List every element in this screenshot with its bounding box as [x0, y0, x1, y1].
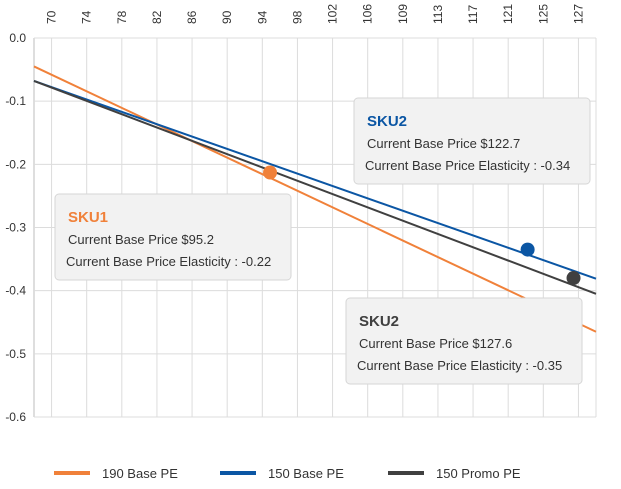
series-line-0 [33, 65, 597, 333]
x-tick-label: 121 [501, 4, 515, 24]
legend-item-2[interactable]: 150 Promo PE [388, 466, 521, 481]
callout-line-elasticity: Current Base Price Elasticity : -0.35 [357, 358, 562, 373]
x-tick-label: 90 [220, 10, 234, 24]
current-price-marker-0[interactable] [263, 165, 278, 180]
callout-title: SKU1 [68, 209, 108, 226]
y-tick-label: 0.0 [9, 31, 26, 45]
y-tick-label: -0.5 [5, 347, 26, 361]
x-tick-label: 125 [536, 4, 550, 24]
callout-line-elasticity: Current Base Price Elasticity : -0.22 [66, 254, 271, 269]
legend-label: 150 Promo PE [436, 466, 521, 481]
callout-title: SKU2 [359, 313, 399, 330]
x-tick-label: 109 [396, 4, 410, 24]
x-tick-label: 113 [431, 5, 445, 24]
x-tick-label: 106 [361, 4, 375, 24]
x-tick-label: 102 [326, 4, 340, 24]
y-tick-label: -0.6 [5, 410, 26, 424]
x-tick-label: 82 [150, 10, 164, 24]
callout-1: SKU2 Current Base Price $122.7 Current Bas… [353, 97, 591, 185]
callout-0: SKU1 Current Base Price $95.2 Current Base… [54, 193, 292, 281]
callouts: SKU1 Current Base Price $95.2 Current Base… [54, 97, 591, 385]
x-tick-label: 127 [571, 4, 585, 24]
x-tick-label: 70 [45, 10, 59, 24]
x-tick-label: 74 [80, 10, 94, 24]
callout-line-elasticity: Current Base Price Elasticity : -0.34 [365, 158, 570, 173]
current-price-marker-1[interactable] [520, 242, 535, 257]
x-tick-label: 78 [115, 10, 129, 24]
callout-line-price: Current Base Price $95.2 [68, 232, 214, 247]
callout-box [353, 97, 591, 185]
current-price-marker-2[interactable] [566, 271, 581, 286]
y-tick-label: -0.1 [5, 94, 26, 108]
series-line-2 [33, 80, 597, 295]
series-markers [263, 165, 581, 286]
legend-label: 190 Base PE [102, 466, 178, 481]
legend[interactable]: 190 Base PE 150 Base PE 150 Promo PE [54, 466, 521, 481]
y-tick-label: -0.3 [5, 221, 26, 235]
series-line-1 [33, 80, 597, 280]
x-tick-label: 117 [466, 5, 480, 24]
y-tick-label: -0.2 [5, 157, 26, 171]
series-lines [33, 65, 597, 333]
y-axis-ticks: 0.0 -0.1 -0.2 -0.3 -0.4 -0.5 -0.6 [5, 31, 26, 424]
callout-box [345, 297, 583, 385]
legend-label: 150 Base PE [268, 466, 344, 481]
callout-line-price: Current Base Price $122.7 [367, 136, 520, 151]
x-tick-label: 98 [290, 10, 304, 24]
x-tick-label: 94 [255, 10, 269, 24]
x-tick-label: 86 [185, 10, 199, 24]
callout-box [54, 193, 292, 281]
y-tick-label: -0.4 [5, 284, 26, 298]
x-axis-ticks: 70 74 78 82 86 90 94 98 102 106 109 113 117 121 125 127 [45, 4, 586, 24]
legend-item-1[interactable]: 150 Base PE [220, 466, 344, 481]
callout-title: SKU2 [367, 113, 407, 130]
legend-item-0[interactable]: 190 Base PE [54, 466, 178, 481]
callout-2: SKU2 Current Base Price $127.6 Current Bas… [345, 297, 583, 385]
callout-line-price: Current Base Price $127.6 [359, 336, 512, 351]
